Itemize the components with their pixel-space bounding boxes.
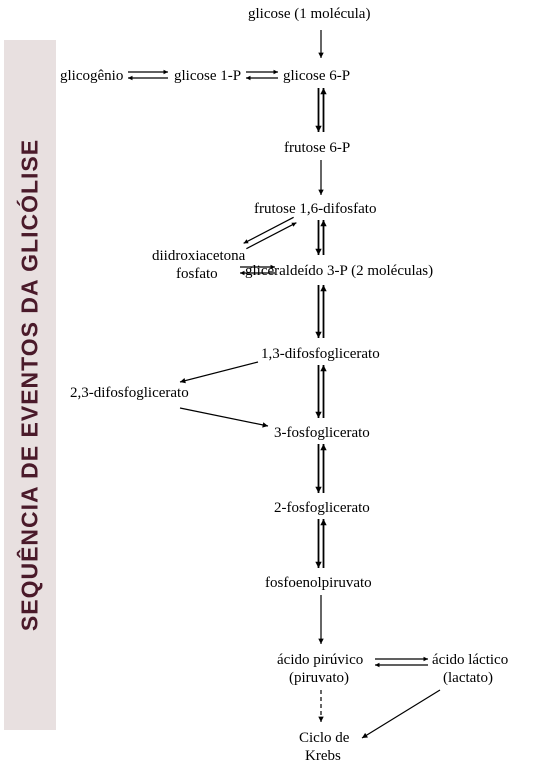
node-pg3: 3-fosfoglicerato bbox=[274, 425, 370, 442]
node-dha: diidroxiacetona bbox=[152, 248, 245, 265]
node-frutose6p: frutose 6-P bbox=[284, 140, 350, 157]
diagram-canvas: glicose (1 molécula) glicogênio glicose 1-… bbox=[0, 0, 544, 766]
node-glicose_top: glicose (1 molécula) bbox=[248, 6, 370, 23]
node-g3p: gliceraldeído 3-P (2 moléculas) bbox=[245, 263, 433, 280]
node-lactico1: ácido láctico bbox=[432, 652, 508, 669]
node-krebs2: Krebs bbox=[305, 748, 341, 765]
node-pg2: 2-fosfoglicerato bbox=[274, 500, 370, 517]
node-bpg13: 1,3-difosfoglicerato bbox=[261, 346, 380, 363]
node-dha2: fosfato bbox=[176, 266, 218, 283]
node-glicogenio: glicogênio bbox=[60, 68, 123, 85]
node-glicose1p: glicose 1-P bbox=[174, 68, 241, 85]
node-lactico2: (lactato) bbox=[443, 670, 493, 687]
node-piruvico2: (piruvato) bbox=[289, 670, 349, 687]
node-glicose6p: glicose 6-P bbox=[283, 68, 350, 85]
node-bpg23: 2,3-difosfoglicerato bbox=[70, 385, 189, 402]
node-frutose16: frutose 1,6-difosfato bbox=[254, 201, 376, 218]
node-piruvico1: ácido pirúvico bbox=[277, 652, 363, 669]
node-pep: fosfoenolpiruvato bbox=[265, 575, 372, 592]
node-krebs1: Ciclo de bbox=[299, 730, 349, 747]
